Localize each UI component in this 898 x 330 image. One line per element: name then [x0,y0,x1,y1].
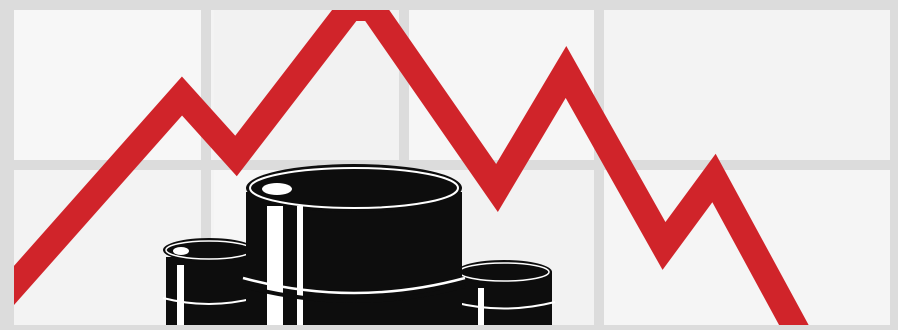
barrel-rim [249,167,459,209]
price-trend-line [14,10,809,325]
barrel-hoop-shadow [242,284,466,303]
barrel-hoop [162,297,256,305]
barrel-body [166,257,252,325]
barrel-bung [262,183,292,195]
barrel-lid [163,238,255,262]
oil-barrel-main [242,164,466,325]
oil-barrel-right [452,260,556,325]
barrel-lid [246,164,462,212]
barrel-hoop [242,276,466,295]
barrel-bung [173,247,189,255]
grid-cell [14,10,204,160]
barrel-highlight-thin [297,206,303,325]
barrel-highlight [267,206,283,325]
grid-cell [604,10,890,160]
barrel-highlight [177,265,184,325]
barrel-lid [456,260,552,284]
oil-price-illustration [14,10,890,325]
illustration-panel [14,10,890,325]
oil-barrel-left [162,238,256,325]
barrel-hoop [452,301,556,310]
